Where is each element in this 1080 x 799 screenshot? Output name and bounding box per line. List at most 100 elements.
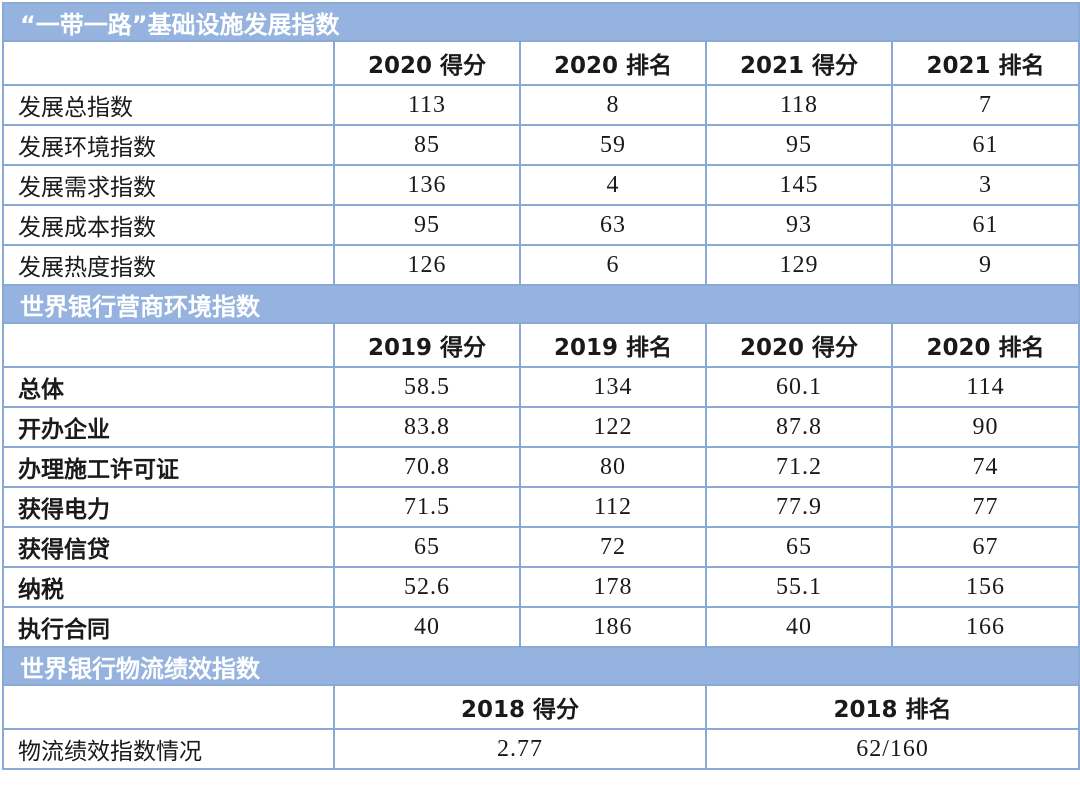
section-title-row: 世界银行营商环境指数: [1, 284, 1080, 324]
header-cell: 2021 得分: [705, 40, 893, 86]
table-cell: 95: [705, 124, 893, 166]
row-label: 发展需求指数: [2, 164, 335, 206]
row-label: 发展热度指数: [2, 244, 335, 286]
table-cell: 4: [519, 164, 707, 206]
table-cell: 63: [519, 204, 707, 246]
table-cell: 58.5: [333, 366, 521, 408]
table-cell: 156: [890, 566, 1080, 608]
header-cell: 2019 得分: [333, 322, 521, 368]
table-cell: 80: [519, 446, 707, 488]
table-cell: 136: [333, 164, 521, 206]
section-title: “一带一路”基础设施发展指数: [1, 2, 1080, 42]
table-cell: 114: [890, 366, 1080, 408]
table-cell: 77: [890, 486, 1080, 528]
table-cell: 112: [519, 486, 707, 528]
header-cell: [2, 40, 335, 86]
table-row: 获得信贷 65 72 65 67: [2, 526, 1080, 568]
header-row: 2020 得分 2020 排名 2021 得分 2021 排名: [2, 40, 1080, 86]
table-cell: 126: [333, 244, 521, 286]
table-cell: 83.8: [333, 406, 521, 448]
header-cell: 2021 排名: [890, 40, 1080, 86]
row-label: 总体: [2, 366, 335, 408]
table-cell: 70.8: [333, 446, 521, 488]
table-cell: 186: [519, 606, 707, 648]
header-row: 2019 得分 2019 排名 2020 得分 2020 排名: [2, 322, 1080, 368]
table-cell: 59: [519, 124, 707, 166]
table-cell: 129: [705, 244, 893, 286]
table-cell: 60.1: [705, 366, 893, 408]
table-cell: 118: [705, 84, 893, 126]
header-cell: 2019 排名: [519, 322, 707, 368]
table-row: 执行合同 40 186 40 166: [2, 606, 1080, 648]
table-cell: 7: [890, 84, 1080, 126]
header-cell: 2020 排名: [890, 322, 1080, 368]
table-row: 纳税 52.6 178 55.1 156: [2, 566, 1080, 608]
row-label: 发展总指数: [2, 84, 335, 126]
header-cell: 2020 得分: [333, 40, 521, 86]
header-cell: 2020 得分: [705, 322, 893, 368]
table-cell: 166: [890, 606, 1080, 648]
row-label: 发展环境指数: [2, 124, 335, 166]
table-cell: 61: [890, 124, 1080, 166]
table-row: 办理施工许可证 70.8 80 71.2 74: [2, 446, 1080, 488]
table-row: 获得电力 71.5 112 77.9 77: [2, 486, 1080, 528]
table-row: 发展总指数 113 8 118 7: [2, 84, 1080, 126]
indicator-table: “一带一路”基础设施发展指数 2020 得分 2020 排名 2021 得分 2…: [1, 2, 1080, 770]
table-cell: 71.5: [333, 486, 521, 528]
row-label: 获得信贷: [2, 526, 335, 568]
table-cell: 74: [890, 446, 1080, 488]
row-label: 执行合同: [2, 606, 335, 648]
table-cell: 95: [333, 204, 521, 246]
table-cell: 6: [519, 244, 707, 286]
row-label: 获得电力: [2, 486, 335, 528]
table-row: 总体 58.5 134 60.1 114: [2, 366, 1080, 408]
table-cell: 122: [519, 406, 707, 448]
table-cell: 9: [890, 244, 1080, 286]
header-row: 2018 得分 2018 排名: [2, 684, 1080, 730]
header-cell: 2018 排名: [704, 684, 1080, 730]
table-cell: 40: [333, 606, 521, 648]
table-cell: 55.1: [705, 566, 893, 608]
table-cell: 67: [890, 526, 1080, 568]
header-cell: 2020 排名: [519, 40, 707, 86]
table-cell: 77.9: [705, 486, 893, 528]
table-cell: 62/160: [704, 728, 1080, 770]
header-cell: [2, 322, 335, 368]
table-row: 发展环境指数 85 59 95 61: [2, 124, 1080, 166]
header-cell: 2018 得分: [333, 684, 707, 730]
table-cell: 178: [519, 566, 707, 608]
header-cell: [2, 684, 335, 730]
table-cell: 8: [519, 84, 707, 126]
table-cell: 65: [705, 526, 893, 568]
table-cell: 65: [333, 526, 521, 568]
table-cell: 3: [890, 164, 1080, 206]
row-label: 发展成本指数: [2, 204, 335, 246]
row-label: 办理施工许可证: [2, 446, 335, 488]
table-cell: 85: [333, 124, 521, 166]
table-cell: 71.2: [705, 446, 893, 488]
table-cell: 40: [705, 606, 893, 648]
row-label: 纳税: [2, 566, 335, 608]
row-label: 物流绩效指数情况: [2, 728, 335, 770]
table-cell: 87.8: [705, 406, 893, 448]
table-cell: 145: [705, 164, 893, 206]
table-row: 发展热度指数 126 6 129 9: [2, 244, 1080, 286]
table-cell: 2.77: [333, 728, 707, 770]
table-cell: 61: [890, 204, 1080, 246]
table-cell: 52.6: [333, 566, 521, 608]
table-cell: 90: [890, 406, 1080, 448]
row-label: 开办企业: [2, 406, 335, 448]
table-row: 发展需求指数 136 4 145 3: [2, 164, 1080, 206]
table-cell: 134: [519, 366, 707, 408]
section-title: 世界银行营商环境指数: [1, 284, 1080, 324]
table-cell: 113: [333, 84, 521, 126]
section-title-row: “一带一路”基础设施发展指数: [1, 2, 1080, 42]
table-row: 物流绩效指数情况 2.77 62/160: [2, 728, 1080, 770]
section-title: 世界银行物流绩效指数: [1, 646, 1080, 686]
table-cell: 72: [519, 526, 707, 568]
section-title-row: 世界银行物流绩效指数: [1, 646, 1080, 686]
table-cell: 93: [705, 204, 893, 246]
table-row: 开办企业 83.8 122 87.8 90: [2, 406, 1080, 448]
table-row: 发展成本指数 95 63 93 61: [2, 204, 1080, 246]
